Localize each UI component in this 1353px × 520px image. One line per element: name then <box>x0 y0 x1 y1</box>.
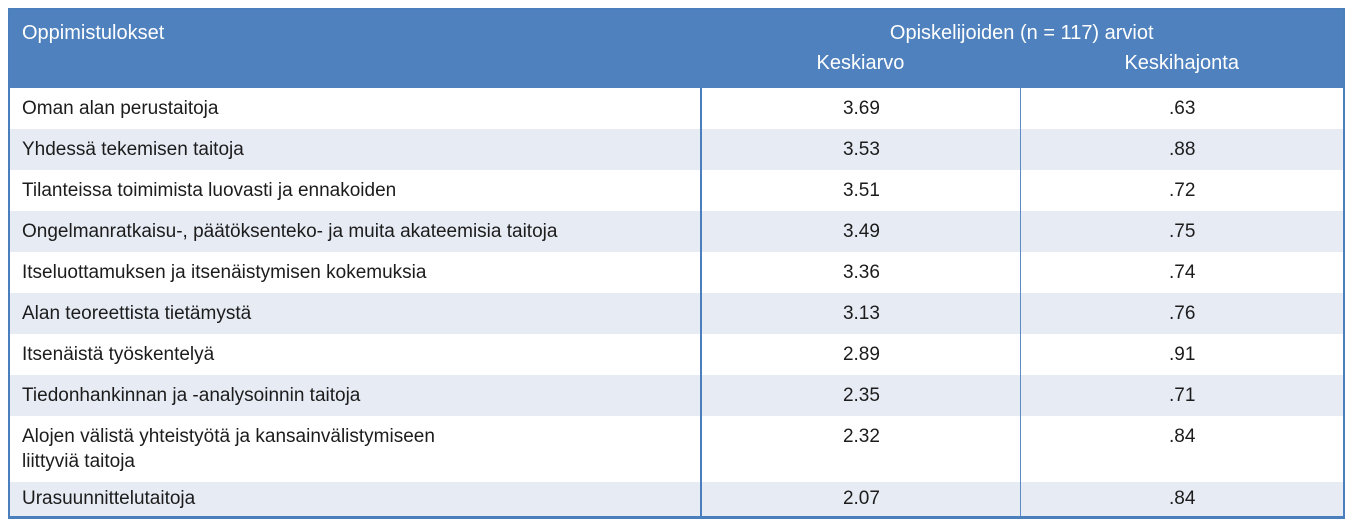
table-row: Tilanteissa toimimista luovasti ja ennak… <box>10 170 1343 211</box>
table-subheader: Keskiarvo Keskihajonta <box>700 45 1343 88</box>
row-label-line: Yhdessä tekemisen taitoja <box>22 139 244 160</box>
row-label-line: Oman alan perustaitoja <box>22 98 219 119</box>
sd-value: .76 <box>1020 293 1343 334</box>
mean-value: 3.49 <box>700 211 1020 252</box>
row-label: Tilanteissa toimimista luovasti ja ennak… <box>10 170 700 211</box>
sd-value: .84 <box>1020 482 1343 516</box>
row-label-line: Itseluottamuksen ja itsenäistymisen koke… <box>22 262 427 283</box>
table-row: Tiedonhankinnan ja -analysoinnin taitoja… <box>10 375 1343 416</box>
column-group-header: Opiskelijoiden (n = 117) arviot <box>889 22 1154 44</box>
table-row: Alan teoreettista tietämystä 3.13.76 <box>10 293 1343 334</box>
row-label-line: Itsenäistä työskentelyä <box>22 344 215 365</box>
row-label: Alojen välistä yhteistyötä ja kansainväl… <box>10 416 700 482</box>
table-header: Oppimistulokset Opiskelijoiden (n = 117)… <box>10 10 1343 88</box>
sd-value: .71 <box>1020 375 1343 416</box>
row-label: Yhdessä tekemisen taitoja <box>10 129 700 170</box>
mean-value: 3.51 <box>700 170 1020 211</box>
row-label-line: liittyviä taitoja <box>22 451 135 472</box>
sd-value: .72 <box>1020 170 1343 211</box>
table-row: Ongelmanratkaisu-, päätöksenteko- ja mui… <box>10 211 1343 252</box>
table-body: Oman alan perustaitoja 3.69.63 Yhdessä tek… <box>10 88 1343 516</box>
row-label: Ongelmanratkaisu-, päätöksenteko- ja mui… <box>10 211 700 252</box>
table-row: Oman alan perustaitoja 3.69.63 <box>10 88 1343 129</box>
row-label: Oman alan perustaitoja <box>10 88 700 129</box>
mean-value: 2.35 <box>700 375 1020 416</box>
table-row: Alojen välistä yhteistyötä ja kansainväl… <box>10 416 1343 482</box>
row-label: Itseluottamuksen ja itsenäistymisen koke… <box>10 252 700 293</box>
row-label-line: Tilanteissa toimimista luovasti ja ennak… <box>22 180 397 201</box>
sd-value: .88 <box>1020 129 1343 170</box>
results-table: Oppimistulokset Opiskelijoiden (n = 117)… <box>8 8 1345 519</box>
row-label-line: Tiedonhankinnan ja -analysoinnin taitoja <box>22 385 361 406</box>
column-header-mean: Keskiarvo <box>816 51 905 74</box>
mean-value: 3.53 <box>700 129 1020 170</box>
row-label: Urasuunnittelutaitoja <box>10 482 700 516</box>
sd-value: .63 <box>1020 88 1343 129</box>
row-label: Itsenäistä työskentelyä <box>10 334 700 375</box>
row-label-line: Alojen välistä yhteistyötä ja kansainväl… <box>22 426 435 447</box>
table-row: Yhdessä tekemisen taitoja 3.53.88 <box>10 129 1343 170</box>
sd-value: .84 <box>1020 416 1343 482</box>
row-label-line: Urasuunnittelutaitoja <box>22 488 196 509</box>
mean-value: 3.69 <box>700 88 1020 129</box>
column-header-learning-outcomes: Oppimistulokset <box>22 22 165 44</box>
column-header-sd: Keskihajonta <box>1124 51 1239 74</box>
sd-value: .74 <box>1020 252 1343 293</box>
mean-value: 3.36 <box>700 252 1020 293</box>
mean-value: 2.89 <box>700 334 1020 375</box>
table-row: Itsenäistä työskentelyä 2.89.91 <box>10 334 1343 375</box>
row-label-line: Alan teoreettista tietämystä <box>22 303 252 324</box>
row-label: Tiedonhankinnan ja -analysoinnin taitoja <box>10 375 700 416</box>
mean-value: 2.07 <box>700 482 1020 516</box>
mean-value: 3.13 <box>700 293 1020 334</box>
table-header-right: Opiskelijoiden (n = 117) arviot Keskiarv… <box>700 10 1343 88</box>
table-row: Urasuunnittelutaitoja 2.07.84 <box>10 482 1343 516</box>
row-label: Alan teoreettista tietämystä <box>10 293 700 334</box>
mean-value: 2.32 <box>700 416 1020 482</box>
sd-value: .91 <box>1020 334 1343 375</box>
sd-value: .75 <box>1020 211 1343 252</box>
row-label-line: Ongelmanratkaisu-, päätöksenteko- ja mui… <box>22 221 558 242</box>
table-row: Itseluottamuksen ja itsenäistymisen koke… <box>10 252 1343 293</box>
